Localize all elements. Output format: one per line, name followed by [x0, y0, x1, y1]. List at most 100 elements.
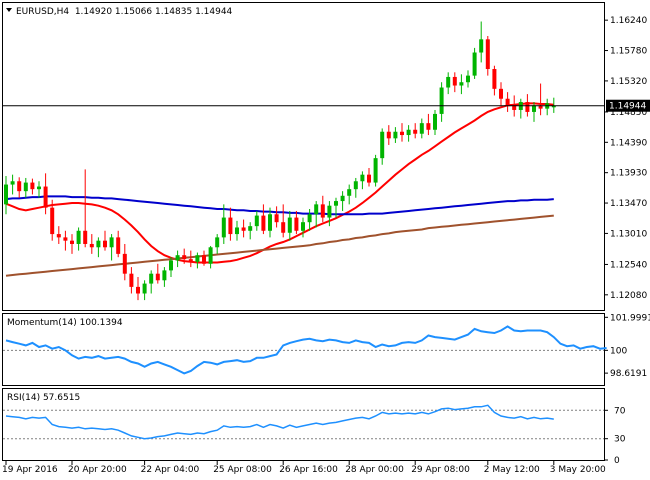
- time-tick-label: 25 Apr 08:00: [213, 465, 272, 475]
- candle-body: [188, 259, 193, 262]
- candle-body: [505, 98, 510, 106]
- candle: [37, 181, 41, 198]
- price-tick-label: 1.15320: [610, 77, 647, 87]
- time-tick-label: 20 Apr 20:00: [68, 465, 127, 475]
- candle: [142, 280, 147, 301]
- candle-body: [96, 240, 101, 248]
- candle: [268, 207, 272, 238]
- rsi-panel-frame: [2, 388, 605, 461]
- candle-body: [175, 255, 180, 261]
- candle-body: [532, 105, 536, 112]
- candle-body: [228, 217, 233, 235]
- sma200-line: [5, 214, 554, 277]
- candle: [413, 123, 418, 139]
- candle-body: [466, 75, 470, 83]
- candle-body: [380, 131, 385, 159]
- candle-body: [393, 131, 398, 139]
- candle: [83, 169, 88, 248]
- rsi-panel-header: RSI(14) 57.6515: [7, 393, 80, 403]
- momentum-tick-label: 100: [610, 346, 627, 356]
- candle: [439, 82, 444, 122]
- candle-body: [43, 186, 48, 208]
- candle-body: [63, 237, 68, 241]
- candle: [360, 171, 365, 190]
- price-tick-label: 1.14390: [610, 138, 647, 148]
- candle: [373, 154, 378, 187]
- candle: [281, 204, 286, 238]
- candle-body: [485, 39, 490, 70]
- candle: [122, 243, 127, 281]
- candle-body: [386, 131, 391, 139]
- candle-body: [89, 243, 94, 248]
- candle: [294, 210, 299, 235]
- price-tick-label: 1.13010: [610, 229, 647, 239]
- candle: [215, 234, 220, 254]
- candle: [96, 237, 101, 258]
- candle: [182, 248, 187, 264]
- candle-body: [459, 82, 464, 86]
- candle: [400, 123, 404, 142]
- candle: [116, 230, 121, 258]
- candle-body: [221, 217, 226, 238]
- candle-body: [37, 186, 41, 190]
- candle: [334, 197, 338, 218]
- candle: [446, 72, 451, 95]
- candle-body: [320, 204, 325, 218]
- candle: [56, 226, 61, 244]
- candle: [472, 47, 477, 79]
- candle-body: [419, 123, 424, 134]
- candle: [136, 276, 140, 301]
- momentum-panel-header: Momentum(14) 100.1394: [7, 318, 123, 328]
- candle-body: [23, 182, 28, 192]
- candle-body: [116, 237, 121, 254]
- candle-body: [4, 184, 8, 205]
- candle-body: [373, 158, 378, 183]
- price-tick-label: 1.13930: [610, 169, 647, 179]
- candle-body: [215, 237, 220, 248]
- candle-body: [162, 270, 167, 281]
- candle: [406, 125, 411, 142]
- candle: [195, 252, 200, 269]
- candle: [103, 230, 107, 251]
- candle: [43, 173, 48, 215]
- candle: [17, 177, 22, 198]
- candle: [492, 65, 497, 96]
- candle: [188, 250, 193, 268]
- candle-body: [268, 214, 272, 231]
- candle-body: [83, 230, 88, 244]
- candle-body: [56, 234, 61, 238]
- time-tick-label: 22 Apr 04:00: [141, 465, 200, 475]
- candle-body: [261, 215, 266, 231]
- candle-body: [195, 255, 200, 262]
- header-dropdown-icon[interactable]: [6, 8, 12, 12]
- candle-body: [400, 131, 404, 136]
- candle: [327, 201, 332, 227]
- time-tick-label: 28 Apr 00:00: [345, 465, 404, 475]
- price-tick-label: 1.12540: [610, 260, 647, 270]
- candle-body: [70, 240, 74, 244]
- candle-body: [479, 39, 484, 53]
- candle-body: [347, 189, 352, 196]
- candle-body: [340, 195, 345, 202]
- rsi-tick-label: 30: [614, 435, 626, 445]
- candle-body: [142, 283, 147, 294]
- price-panel-frame: [2, 2, 605, 311]
- candle: [307, 208, 312, 231]
- momentum-tick-label: 98.6191: [610, 369, 647, 379]
- candle: [129, 267, 134, 294]
- candle: [23, 177, 28, 198]
- candle: [538, 83, 543, 116]
- candle: [63, 230, 68, 251]
- last-price-label: 1.14944: [609, 102, 646, 112]
- rsi-indicator: 70 30 0: [3, 404, 626, 466]
- candle-body: [182, 255, 187, 260]
- sma100-line: [5, 195, 554, 216]
- candle-body: [294, 217, 299, 231]
- time-tick-label: 2 May 12:00: [484, 465, 540, 475]
- candle: [89, 234, 94, 254]
- candle-body: [525, 102, 530, 112]
- candle-body: [30, 182, 35, 190]
- momentum-panel-frame: [2, 313, 605, 386]
- candle-body: [307, 214, 312, 223]
- price-axis: 1.16240 1.15780 1.15320 1.14850 1.14390 1.139…: [604, 16, 647, 301]
